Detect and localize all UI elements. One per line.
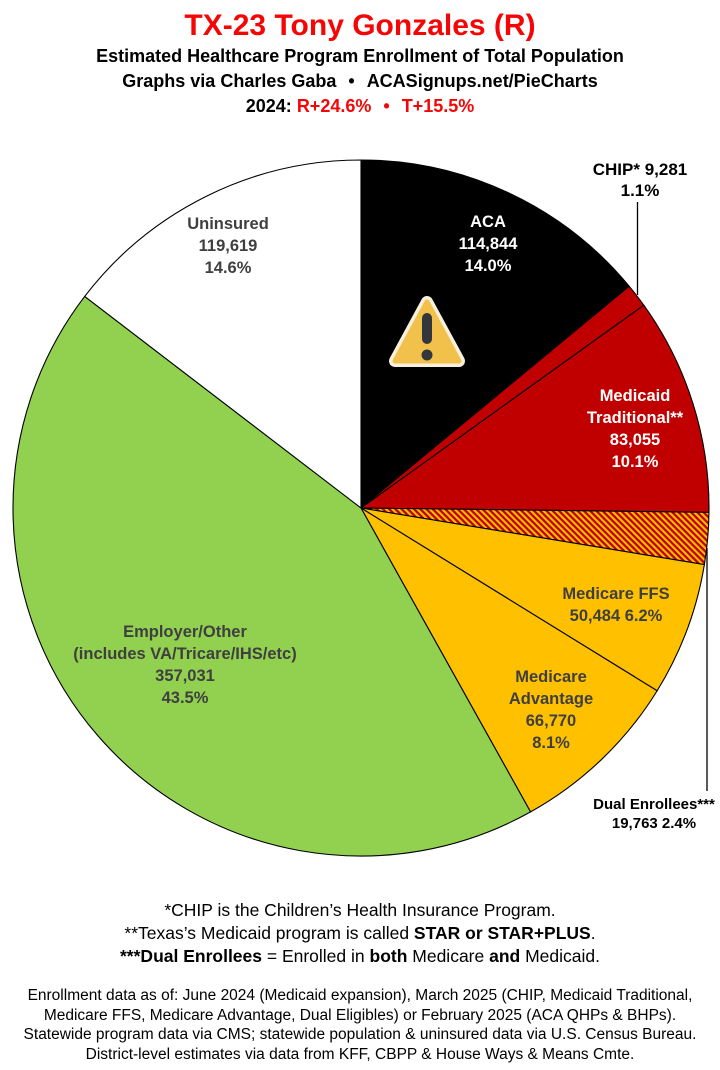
footnote-dual-enrollees: ***Dual Enrollees = Enrolled in both Med…	[0, 945, 720, 968]
footnote-segment: .	[590, 923, 596, 943]
footnote-segment: and	[489, 946, 521, 966]
slice-employer-other	[12, 295, 532, 857]
footnote-segment: Medicare	[407, 946, 490, 966]
footnote-segment: = Enrolled in	[262, 946, 370, 966]
slice-label-aca: ACA 114,844 14.0%	[458, 213, 518, 275]
slice-medicare-advantage	[359, 506, 658, 813]
slice-label-uninsured: Uninsured 119,619 14.6%	[187, 215, 269, 277]
footnote-segment: Medicaid.	[520, 946, 600, 966]
credit-line: Graphs via Charles Gaba • ACASignups.net/P…	[0, 69, 720, 94]
slice-aca	[360, 159, 630, 510]
slice-label-chip: CHIP* 9,281 1.1%	[592, 160, 688, 200]
credit-text: Graphs via Charles Gaba	[122, 71, 337, 91]
slice-label-medicaid-traditional: Medicaid Traditional** 83,055 10.1%	[586, 387, 684, 471]
source-line: Enrollment data as of: June 2024 (Medica…	[27, 987, 693, 1004]
slice-label-medicare-advantage: Medicare Advantage 66,770 8.1%	[508, 668, 594, 752]
footnote-medicaid: **Texas’s Medicaid program is called STA…	[0, 922, 720, 945]
source-block: Enrollment data as of: June 2024 (Medica…	[0, 986, 720, 1064]
bullet-separator-icon: •	[348, 71, 355, 91]
slice-medicare-ffs	[360, 507, 706, 692]
header: TX-23 Tony Gonzales (R) Estimated Health…	[0, 8, 720, 119]
lean-year: 2024:	[245, 96, 292, 116]
source-line: District-level estimates via data from K…	[85, 1045, 635, 1063]
footnote-chip: *CHIP is the Children’s Health Insurance…	[0, 899, 720, 922]
slice-label-employer-other: Employer/Other (includes VA/Tricare/IHS/…	[73, 623, 297, 707]
slice-uninsured	[83, 159, 362, 510]
warning-icon	[389, 296, 465, 367]
source-line: Medicare FFS, Medicare Advantage, Dual E…	[43, 1006, 677, 1024]
lean-r-value: R+24.6%	[296, 96, 372, 116]
slice-medicaid-traditional	[359, 304, 710, 513]
credit-site: ACASignups.net/PieCharts	[366, 71, 598, 91]
footnotes: *CHIP is the Children’s Health Insurance…	[0, 899, 720, 968]
footnote-segment: STAR or STAR+PLUS	[413, 923, 591, 943]
subtitle: Estimated Healthcare Program Enrollment …	[96, 46, 624, 66]
footnote-segment: ***Dual Enrollees	[120, 946, 262, 966]
footnote-segment: *CHIP is the Children’s Health Insurance…	[164, 900, 556, 920]
partisan-lean-line: 2024: R+24.6% • T+15.5%	[0, 94, 720, 119]
slice-label-dual-enrollees: Dual Enrollees*** 19,763 2.4%	[593, 796, 715, 832]
slice-label-medicare-ffs: Medicare FFS 50,484 6.2%	[562, 585, 670, 625]
pie-slices	[12, 159, 710, 857]
page-title: TX-23 Tony Gonzales (R)	[184, 9, 536, 42]
footnote-segment: both	[369, 946, 408, 966]
source-line: Statewide program data via CMS; statewid…	[23, 1026, 697, 1043]
footnote-segment: **Texas’s Medicaid program is called	[124, 923, 414, 943]
lean-t-value: T+15.5%	[401, 96, 475, 116]
lean-bullet-icon: •	[383, 96, 390, 116]
